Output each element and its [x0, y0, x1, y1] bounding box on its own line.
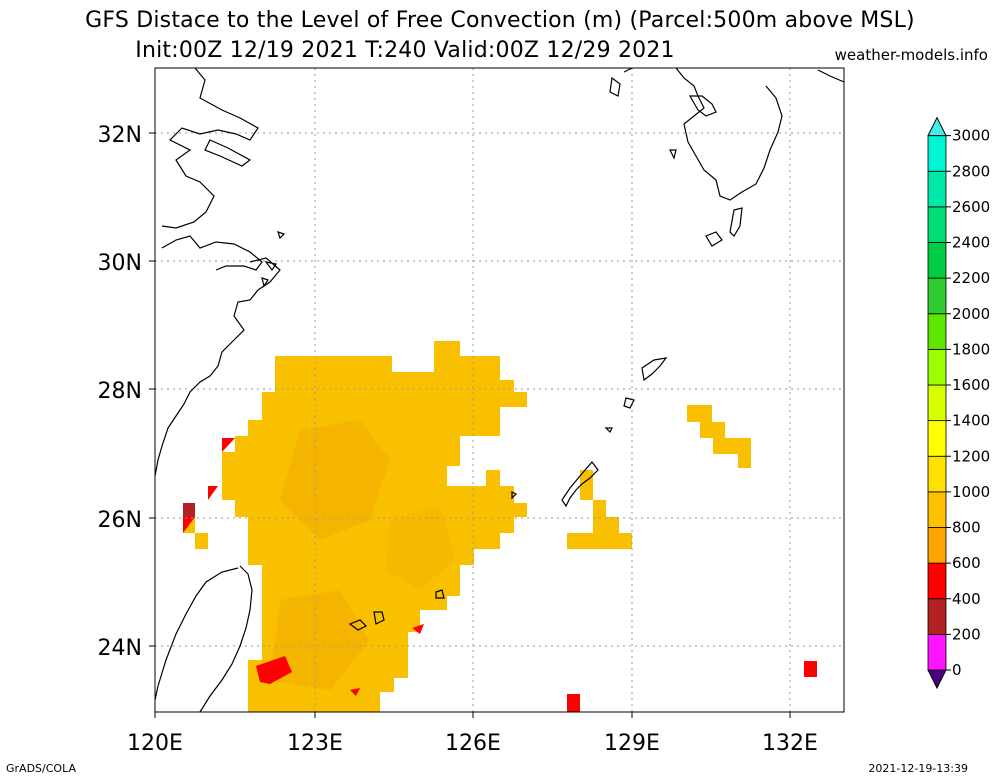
map-frame: [154, 67, 845, 713]
colorbar-label: 2800: [952, 162, 990, 180]
colorbar-segment: [927, 384, 947, 422]
credit-label: weather-models.info: [834, 46, 988, 64]
colorbar: [927, 116, 951, 690]
coast-ryukyu-amami: [641, 357, 668, 382]
coast-ryukyu-small-2: [604, 427, 613, 434]
lfc-red-cell-south: [567, 694, 580, 712]
colorbar-label: 1200: [952, 447, 990, 465]
coast-tanegashima: [705, 207, 743, 247]
lfc-red-3: [183, 517, 195, 533]
coast-china-north: [161, 68, 259, 229]
coast-yangtze: [204, 139, 252, 167]
colorbar-segment: [927, 277, 947, 315]
colorbar-label: 600: [952, 554, 981, 572]
colorbar-segment: [927, 669, 947, 690]
coast-ryukyu-small-1: [623, 397, 635, 409]
lfc-red-cell-east: [804, 661, 817, 677]
colorbar-label: 3000: [952, 127, 990, 145]
lon-tick-label: 126E: [445, 731, 501, 756]
colorbar-labels: 0 200 400 600 800 1000 1200 1400 1600 18…: [952, 127, 990, 679]
colorbar-segment: [927, 135, 947, 172]
chart-subtitle: Init:00Z 12/19 2021 T:240 Valid:00Z 12/2…: [135, 38, 675, 63]
coast-zhejiang: [155, 257, 281, 477]
colorbar-segment: [927, 206, 947, 243]
lon-axis-labels: 120E 123E 126E 129E 132E: [127, 731, 818, 756]
colorbar-label: 1400: [952, 412, 990, 430]
colorbar-label: 400: [952, 590, 981, 608]
colorbar-segment: [927, 491, 947, 528]
lat-tick-label: 26N: [98, 508, 142, 533]
colorbar-segment: [927, 562, 947, 600]
colorbar-segment: [927, 170, 947, 208]
colorbar-label: 1000: [952, 483, 990, 501]
lfc-shade-2: [270, 590, 370, 690]
coast-ryukyu-okinawa: [561, 461, 599, 508]
lfc-field: [183, 341, 817, 712]
colorbar-label: 2600: [952, 198, 990, 216]
coast-shikoku: [817, 69, 844, 83]
colorbar-label: 2000: [952, 305, 990, 323]
coast-kyushu-west: [688, 95, 717, 117]
coast-hangzhou: [161, 235, 263, 271]
tick-marks: [149, 132, 791, 718]
colorbar-label: 1600: [952, 376, 990, 394]
coast-goto: [609, 68, 677, 160]
lat-tick-label: 30N: [98, 251, 142, 276]
lfc-shade-3: [385, 505, 455, 590]
coast-islands-zhoushan: [261, 231, 286, 288]
colorbar-segment: [927, 455, 947, 493]
coast-taiwan: [155, 565, 253, 712]
colorbar-segment: [927, 598, 947, 635]
lfc-red-6: [350, 688, 360, 696]
lat-tick-label: 24N: [98, 636, 142, 661]
lfc-red-5: [412, 624, 424, 634]
lfc-shade-1: [280, 420, 390, 540]
colorbar-segment: [927, 242, 947, 279]
footer-software: GrADS/COLA: [6, 762, 76, 775]
coast-miyako: [348, 611, 385, 631]
lfc-red-2: [208, 486, 218, 500]
lfc-cell-east-1: [687, 405, 751, 468]
lfc-main-region: [222, 341, 527, 712]
lat-tick-label: 28N: [98, 379, 142, 404]
lfc-brown-1: [183, 503, 195, 517]
colorbar-segment: [927, 313, 947, 350]
lfc-cell-west-1: [195, 533, 208, 549]
lat-axis-labels: 24N 26N 28N 30N 32N: [98, 123, 142, 661]
chart-title: GFS Distace to the Level of Free Convect…: [85, 8, 915, 33]
colorbar-label: 2200: [952, 269, 990, 287]
colorbar-segment: [927, 420, 947, 457]
coast-kyushu: [675, 68, 783, 201]
lon-tick-label: 129E: [604, 731, 660, 756]
footer-timestamp: 2021-12-19-13:39: [868, 762, 968, 775]
colorbar-label: 200: [952, 625, 981, 643]
lat-tick-label: 32N: [98, 123, 142, 148]
colorbar-segment: [927, 348, 947, 386]
colorbar-label: 1800: [952, 340, 990, 358]
colorbar-label: 800: [952, 519, 981, 537]
colorbar-segment: [927, 527, 947, 564]
colorbar-label: 2400: [952, 234, 990, 252]
coast-senkaku: [435, 491, 518, 599]
coastlines: [155, 68, 844, 712]
lfc-red-1: [222, 438, 235, 452]
colorbar-label: 0: [952, 661, 962, 679]
colorbar-segment: [927, 116, 947, 137]
lfc-cell-ryukyu-2: [567, 500, 632, 549]
colorbar-segment: [927, 633, 947, 671]
lon-tick-label: 123E: [287, 731, 343, 756]
lon-tick-label: 120E: [127, 731, 183, 756]
lfc-red-4: [256, 656, 292, 684]
lon-tick-label: 132E: [762, 731, 818, 756]
